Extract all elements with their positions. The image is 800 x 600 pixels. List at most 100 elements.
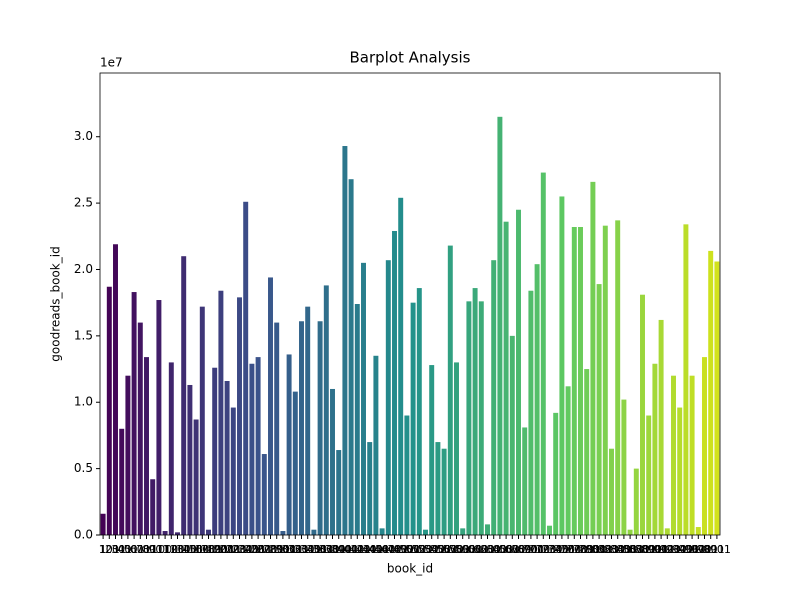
- bar: [379, 528, 385, 535]
- bar: [175, 532, 180, 535]
- x-tick-label: 901: [148, 543, 169, 556]
- x-tick-label: 4701: [381, 543, 409, 556]
- x-tick-label: 501: [124, 543, 145, 556]
- x-tick-label: 2701: [257, 543, 285, 556]
- x-tick-label: 1501: [182, 543, 210, 556]
- x-tick-label: 8701: [629, 543, 657, 556]
- x-tick-label: 3301: [294, 543, 322, 556]
- x-tick-label: 6101: [467, 543, 495, 556]
- x-tick-label: 9201: [660, 543, 688, 556]
- x-axis-label: book_id: [387, 562, 433, 576]
- bar: [398, 197, 404, 536]
- bar: [708, 250, 714, 535]
- x-tick-label: 1: [100, 543, 107, 556]
- bar: [410, 302, 416, 535]
- bar: [106, 286, 112, 535]
- bar: [181, 256, 187, 535]
- bar: [454, 362, 459, 535]
- x-tick-label: 2101: [219, 543, 247, 556]
- bar: [212, 367, 218, 535]
- bar: [230, 407, 236, 535]
- bar: [658, 319, 664, 535]
- bar: [144, 357, 149, 535]
- x-tick-label: 301: [111, 543, 132, 556]
- x-tick-label: 6301: [480, 543, 508, 556]
- x-tick-label: 7301: [542, 543, 570, 556]
- x-tick-label: 8501: [616, 543, 644, 556]
- bar: [472, 288, 478, 535]
- bar: [162, 531, 168, 535]
- bar: [621, 399, 627, 535]
- bar: [299, 321, 304, 535]
- x-tick-label: 801: [142, 543, 163, 556]
- x-tick-label: 3601: [312, 543, 340, 556]
- x-tick-label: 5401: [424, 543, 452, 556]
- x-tick-label: 5501: [430, 543, 458, 556]
- bar: [491, 260, 497, 535]
- x-tick-label: 2601: [250, 543, 278, 556]
- x-tick-label: 5801: [449, 543, 477, 556]
- x-tick-label: 8001: [585, 543, 613, 556]
- x-tick-label: 1701: [195, 543, 223, 556]
- x-tick-label: 6501: [492, 543, 520, 556]
- bar: [478, 301, 484, 535]
- x-tick-label: 7601: [560, 543, 588, 556]
- bar: [292, 391, 298, 535]
- bar: [578, 227, 583, 535]
- x-tick-label: 6701: [505, 543, 533, 556]
- x-tick-label: 4901: [393, 543, 421, 556]
- x-tick-label: 4001: [337, 543, 365, 556]
- bar: [286, 354, 292, 535]
- bar: [509, 335, 515, 535]
- x-tick-label: 5701: [443, 543, 471, 556]
- bar: [237, 297, 242, 535]
- x-tick-label: 5101: [405, 543, 433, 556]
- bar: [596, 284, 602, 535]
- bar: [193, 419, 199, 535]
- bar: [317, 321, 323, 535]
- x-tick-label: 8401: [610, 543, 638, 556]
- x-tick-label: 9801: [697, 543, 725, 556]
- bar: [689, 375, 695, 535]
- x-tick-label: 3201: [288, 543, 316, 556]
- bar: [646, 415, 652, 535]
- bar: [243, 201, 249, 535]
- bar: [150, 479, 156, 535]
- bar: [423, 529, 428, 535]
- x-tick-label: 5301: [418, 543, 446, 556]
- x-tick-label: 9001: [647, 543, 675, 556]
- x-tick-label: 4401: [362, 543, 390, 556]
- bar: [330, 388, 335, 535]
- bar: [367, 442, 373, 535]
- bar: [652, 363, 658, 535]
- x-tick-label: 7901: [579, 543, 607, 556]
- bar: [534, 264, 540, 535]
- bar: [274, 322, 280, 535]
- x-tick-label: 7801: [573, 543, 601, 556]
- x-tick-label: 3101: [281, 543, 309, 556]
- x-tick-label: 9601: [684, 543, 712, 556]
- bar: [187, 384, 193, 535]
- x-tick-label: 2301: [232, 543, 260, 556]
- bar: [348, 179, 354, 535]
- bar: [137, 322, 143, 535]
- x-tick-label: 4501: [368, 543, 396, 556]
- x-tick-label: 1401: [176, 543, 204, 556]
- x-tick-label: 3901: [331, 543, 359, 556]
- x-tick-label: 6401: [486, 543, 514, 556]
- bar: [571, 227, 577, 535]
- bar: [683, 224, 689, 535]
- bar: [590, 181, 596, 536]
- bar: [268, 277, 273, 535]
- y-tick-label: 0.5: [74, 461, 93, 475]
- x-tick-label: 8601: [622, 543, 650, 556]
- bar: [416, 288, 422, 535]
- x-tick-label: 6201: [474, 543, 502, 556]
- x-tick-label: 4801: [387, 543, 415, 556]
- x-tick-label: 1101: [157, 543, 185, 556]
- x-tick-label: 7101: [529, 543, 557, 556]
- x-tick-label: 9701: [691, 543, 719, 556]
- x-tick-label: 2501: [244, 543, 272, 556]
- x-tick-label: 8801: [635, 543, 663, 556]
